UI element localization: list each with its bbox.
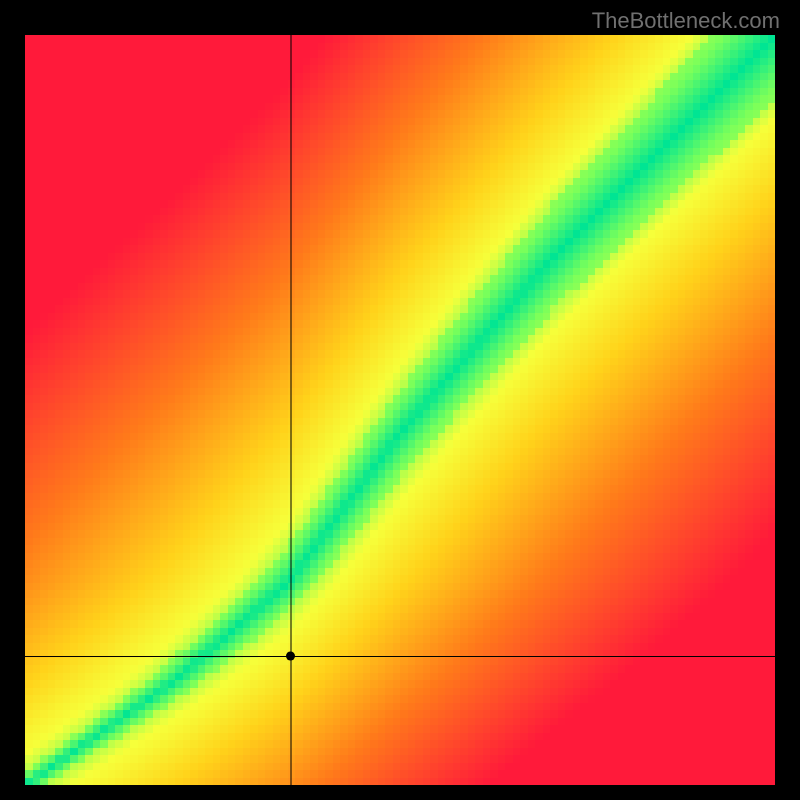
heatmap-plot [25,35,775,785]
chart-container: TheBottleneck.com [0,0,800,800]
heatmap-canvas [25,35,775,785]
watermark-text: TheBottleneck.com [592,8,780,34]
